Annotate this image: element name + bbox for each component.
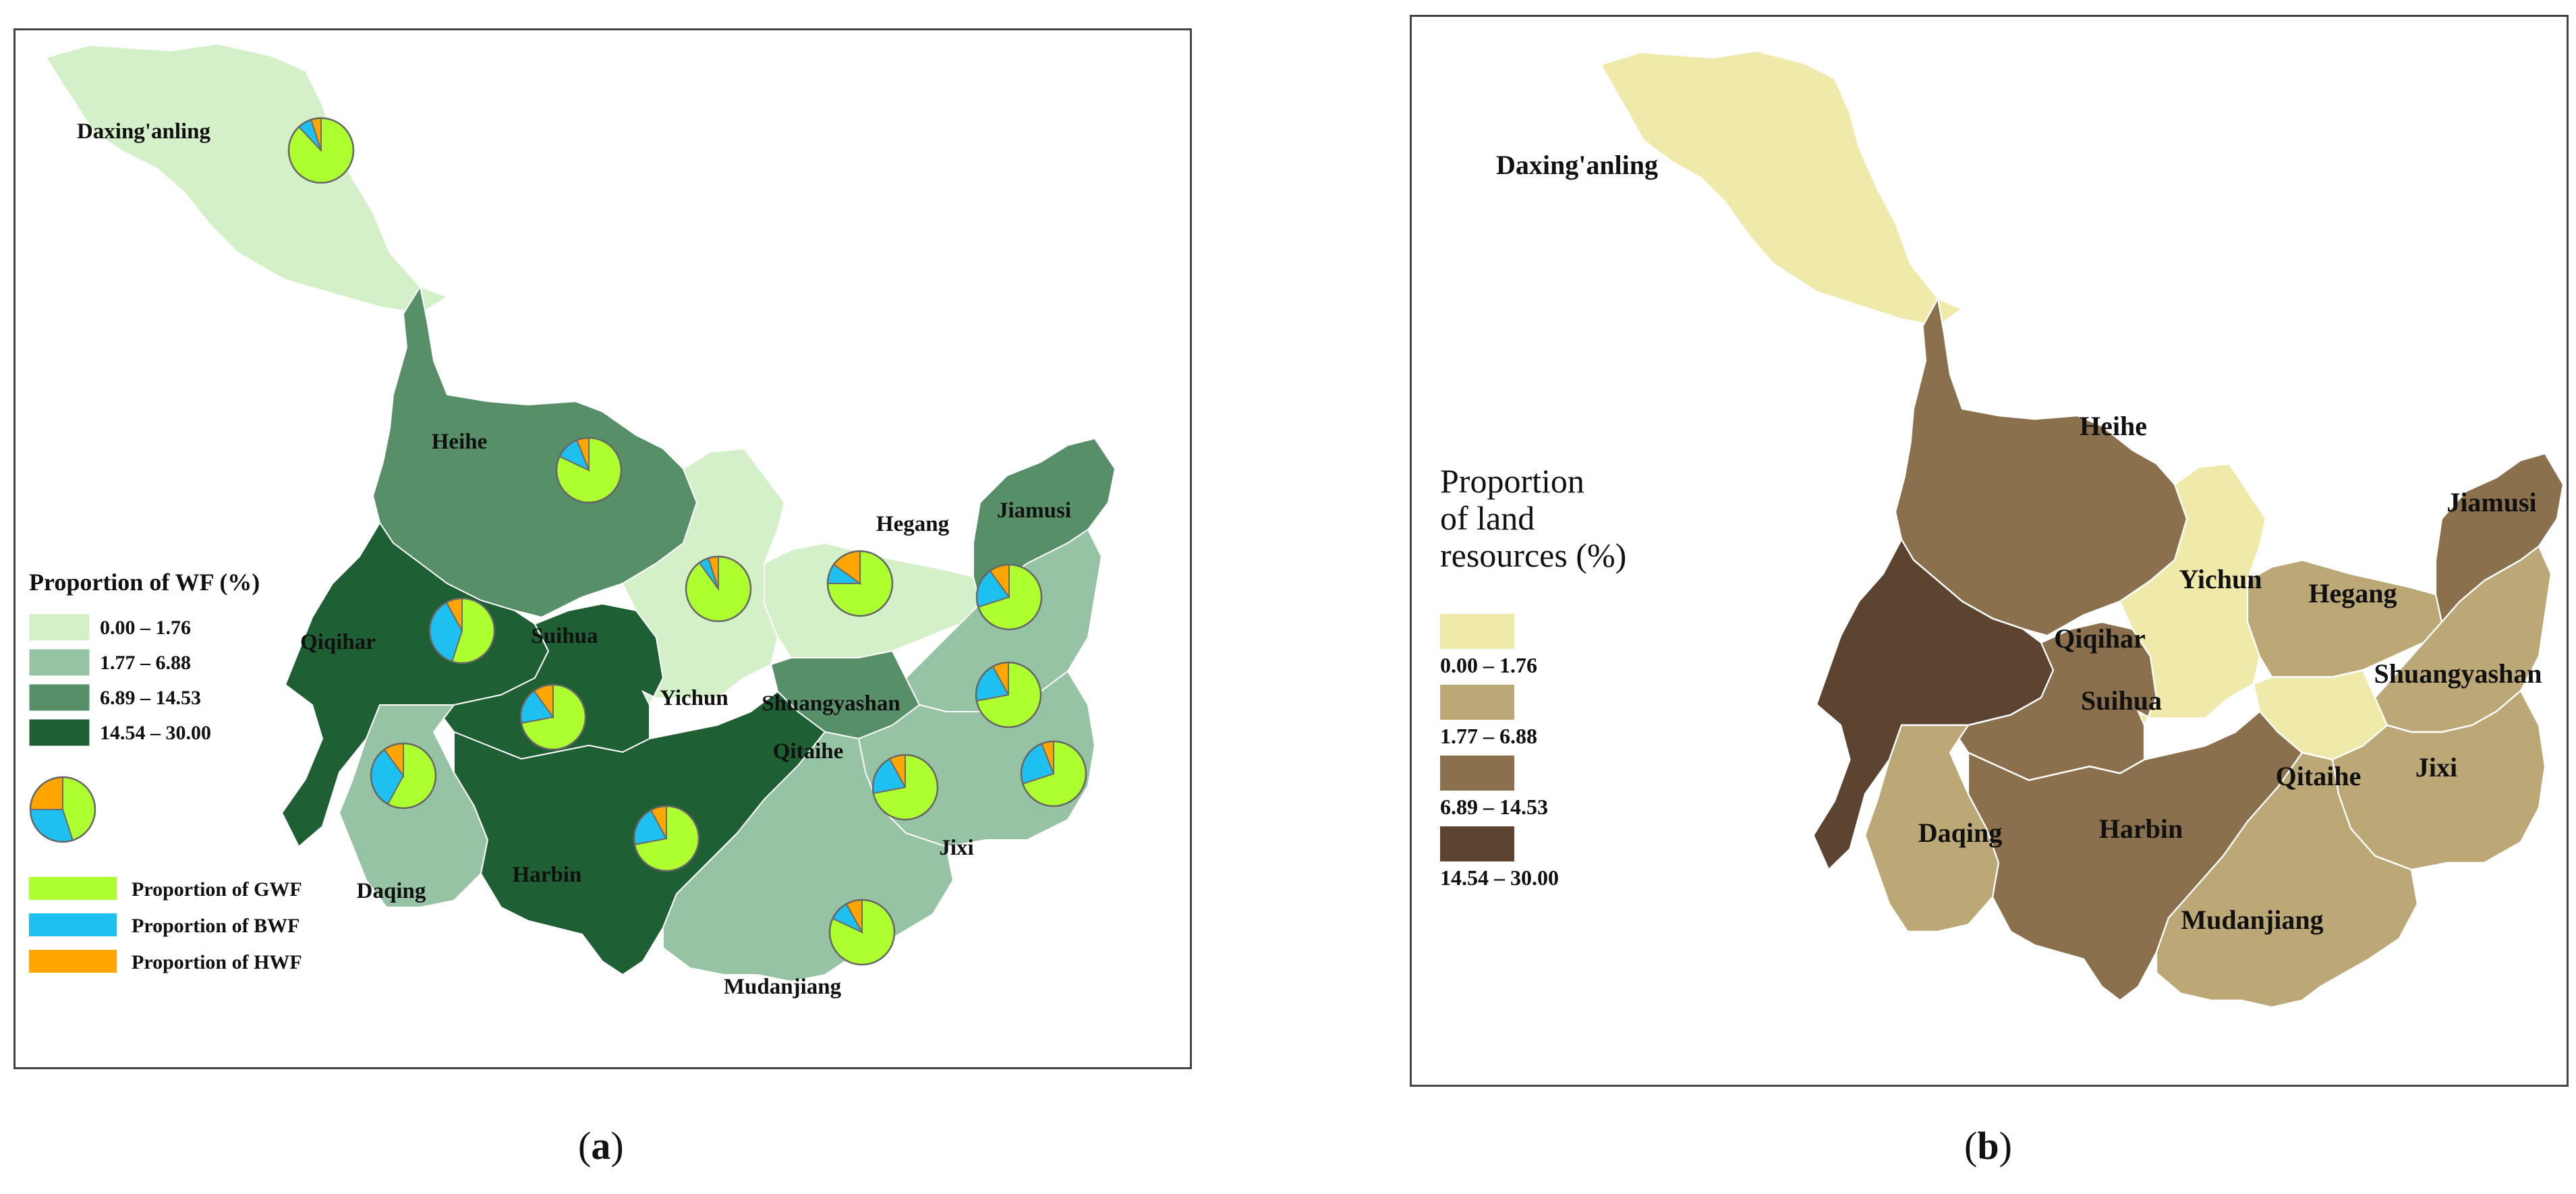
pie-suihua xyxy=(519,683,587,751)
region-label-harbin: Harbin xyxy=(2099,814,2183,844)
pie-outline xyxy=(826,550,894,617)
region-label-yichun: Yichun xyxy=(660,686,728,710)
pie-outline xyxy=(975,563,1043,631)
region-label-qiqihar: Qiqihar xyxy=(300,630,376,654)
region-label-shuangyashan: Shuangyashan xyxy=(2374,658,2542,689)
region-label-qitaihe: Qitaihe xyxy=(2276,761,2362,791)
pie-mudanjiang xyxy=(828,899,896,966)
region-label-harbin: Harbin xyxy=(513,863,582,887)
legend-class-label: 6.89 – 14.53 xyxy=(1440,795,1548,819)
pie-qiqihar xyxy=(428,597,496,664)
pie-hegang xyxy=(826,550,894,617)
region-label-qitaihe: Qitaihe xyxy=(773,739,844,764)
region-layer xyxy=(1599,50,2565,1008)
pie-outline xyxy=(287,117,355,184)
map-panel-a: Daxing'anling Heihe Qiqihar Suihua Yichun Heg… xyxy=(13,28,1192,1069)
region-label-daqing: Daqing xyxy=(1918,818,2003,848)
pie-outline xyxy=(975,661,1042,729)
caption-a: (a) xyxy=(578,1124,624,1168)
region-label-jiamusi: Jiamusi xyxy=(2446,487,2536,517)
region-label-jixi: Jixi xyxy=(2415,752,2457,783)
legend-title-line: resources (%) xyxy=(1440,536,1626,574)
legend-title: Proportion of WF (%) xyxy=(29,569,260,596)
legend-class-label: 1.77 – 6.88 xyxy=(1440,724,1537,748)
pie-outline xyxy=(828,899,896,966)
pie-shuangyashan xyxy=(975,661,1042,729)
pie-daqing xyxy=(370,742,437,809)
legend-swatch xyxy=(1440,756,1514,791)
pie-jiamusi xyxy=(975,563,1043,631)
legend-pie-sample xyxy=(29,776,96,843)
region-heihe xyxy=(372,285,698,619)
pie-outline xyxy=(685,555,752,623)
pie-heihe xyxy=(555,436,623,504)
legend-pie-swatch xyxy=(29,913,117,936)
legend-class-label: 1.77 – 6.88 xyxy=(100,652,191,674)
region-daxing-anling xyxy=(1599,50,1964,327)
region-label-mudanjiang: Mudanjiang xyxy=(724,975,842,999)
pie-outline xyxy=(555,436,623,504)
region-label-daxing-anling: Daxing'anling xyxy=(1496,150,1658,180)
legend-pie-swatch xyxy=(29,877,117,900)
legend-class-label: 0.00 – 1.76 xyxy=(100,617,191,639)
region-heihe xyxy=(1894,296,2188,637)
legend-class-label: 14.54 – 30.00 xyxy=(1440,865,1559,890)
region-label-suihua: Suihua xyxy=(2081,685,2162,716)
region-label-heihe: Heihe xyxy=(432,430,487,454)
legend-pie-label: Proportion of GWF xyxy=(132,878,302,901)
pie-qitaihe xyxy=(871,754,939,821)
legend-title-line: of land xyxy=(1440,499,1535,537)
legend-pie-label: Proportion of HWF xyxy=(132,951,302,973)
pie-outline xyxy=(871,754,939,821)
region-label-jiamusi: Jiamusi xyxy=(997,499,1071,523)
pie-outline xyxy=(428,597,496,664)
region-mudanjiang xyxy=(2155,751,2419,1008)
legend-swatch xyxy=(28,613,90,642)
region-label-suihua: Suihua xyxy=(531,624,598,648)
region-label-mudanjiang: Mudanjiang xyxy=(2181,905,2323,935)
region-label-daxing-anling: Daxing'anling xyxy=(77,119,211,144)
legend-swatch xyxy=(1440,614,1514,649)
pie-outline xyxy=(519,683,587,751)
region-daxing-anling xyxy=(45,42,449,315)
pie-daxing-anling xyxy=(287,117,355,184)
region-label-hegang: Hegang xyxy=(2308,578,2397,608)
region-label-daqing: Daqing xyxy=(357,879,426,903)
pie-outline xyxy=(1020,740,1087,807)
land-resources-map: Daxing'anling Heihe Qiqihar Suihua Yichun Heg… xyxy=(1440,50,2565,1008)
region-label-jixi: Jixi xyxy=(939,836,973,860)
water-footprint-map: Daxing'anling Heihe Qiqihar Suihua Yichun Heg… xyxy=(28,42,1116,999)
legend-class-label: 6.89 – 14.53 xyxy=(100,687,201,709)
legend-class-label: 14.54 – 30.00 xyxy=(100,722,211,744)
map-panel-b: Daxing'anling Heihe Qiqihar Suihua Yichun Heg… xyxy=(1410,15,2569,1087)
pie-outline xyxy=(370,742,437,809)
legend-swatch xyxy=(28,648,90,677)
legend-a: Proportion of WF (%) 0.00 – 1.76 1.77 – 6.… xyxy=(28,569,302,973)
region-label-yichun: Yichun xyxy=(2179,564,2262,594)
legend-pie-label: Proportion of BWF xyxy=(132,915,299,937)
legend-swatch xyxy=(28,718,90,747)
pie-yichun xyxy=(685,555,752,623)
legend-pie-swatch xyxy=(29,950,117,973)
region-label-hegang: Hegang xyxy=(876,512,950,536)
legend-swatch xyxy=(1440,685,1514,720)
pie-outline xyxy=(29,776,96,843)
legend-class-label: 0.00 – 1.76 xyxy=(1440,653,1537,677)
region-label-heihe: Heihe xyxy=(2080,411,2147,441)
legend-title-line: Proportion xyxy=(1440,462,1584,500)
legend-swatch xyxy=(28,683,90,712)
region-label-qiqihar: Qiqihar xyxy=(2054,623,2146,654)
region-yichun xyxy=(2119,463,2267,727)
pie-jixi xyxy=(1020,740,1087,807)
region-label-shuangyashan: Shuangyashan xyxy=(762,691,900,716)
pie-harbin xyxy=(633,805,700,872)
legend-swatch xyxy=(1440,826,1514,861)
pie-outline xyxy=(633,805,700,872)
caption-b: (b) xyxy=(1964,1124,2012,1168)
